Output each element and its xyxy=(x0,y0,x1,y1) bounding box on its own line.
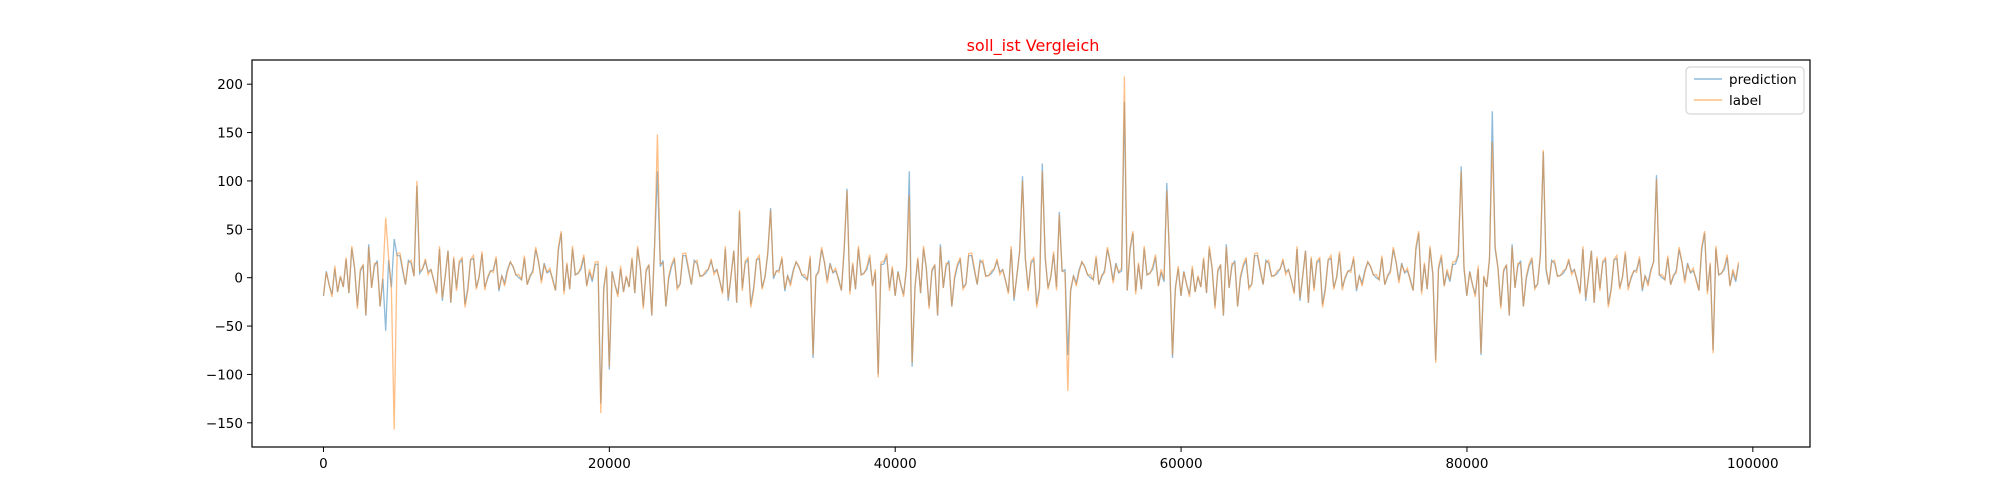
x-tick-label: 60000 xyxy=(1160,456,1203,472)
series-layer xyxy=(322,76,1740,430)
y-tick-label: 50 xyxy=(226,222,243,238)
y-tick-label: −150 xyxy=(206,416,243,432)
legend-label-prediction: prediction xyxy=(1729,72,1797,88)
x-tick-label: 0 xyxy=(319,456,328,472)
legend: prediction label xyxy=(1685,66,1805,115)
y-tick-label: −50 xyxy=(215,319,244,335)
axes: 0 20000 40000 60000 80000 100000 −150 −100 −50 0 5… xyxy=(206,77,1779,472)
x-tick-label: 100000 xyxy=(1727,456,1779,472)
legend-label-label: label xyxy=(1729,93,1762,109)
x-tick-label: 20000 xyxy=(588,456,631,472)
y-tick-label: 100 xyxy=(217,174,243,190)
x-tick-label: 40000 xyxy=(874,456,917,472)
plot-frame xyxy=(251,59,1811,448)
x-tick-label: 80000 xyxy=(1445,456,1488,472)
y-tick-label: 200 xyxy=(217,77,243,93)
series-line-label xyxy=(322,76,1740,430)
chart-title: soll_ist Vergleich xyxy=(967,36,1100,56)
y-tick-label: 150 xyxy=(217,126,243,142)
y-tick-label: −100 xyxy=(206,367,243,383)
y-tick-label: 0 xyxy=(234,271,243,287)
